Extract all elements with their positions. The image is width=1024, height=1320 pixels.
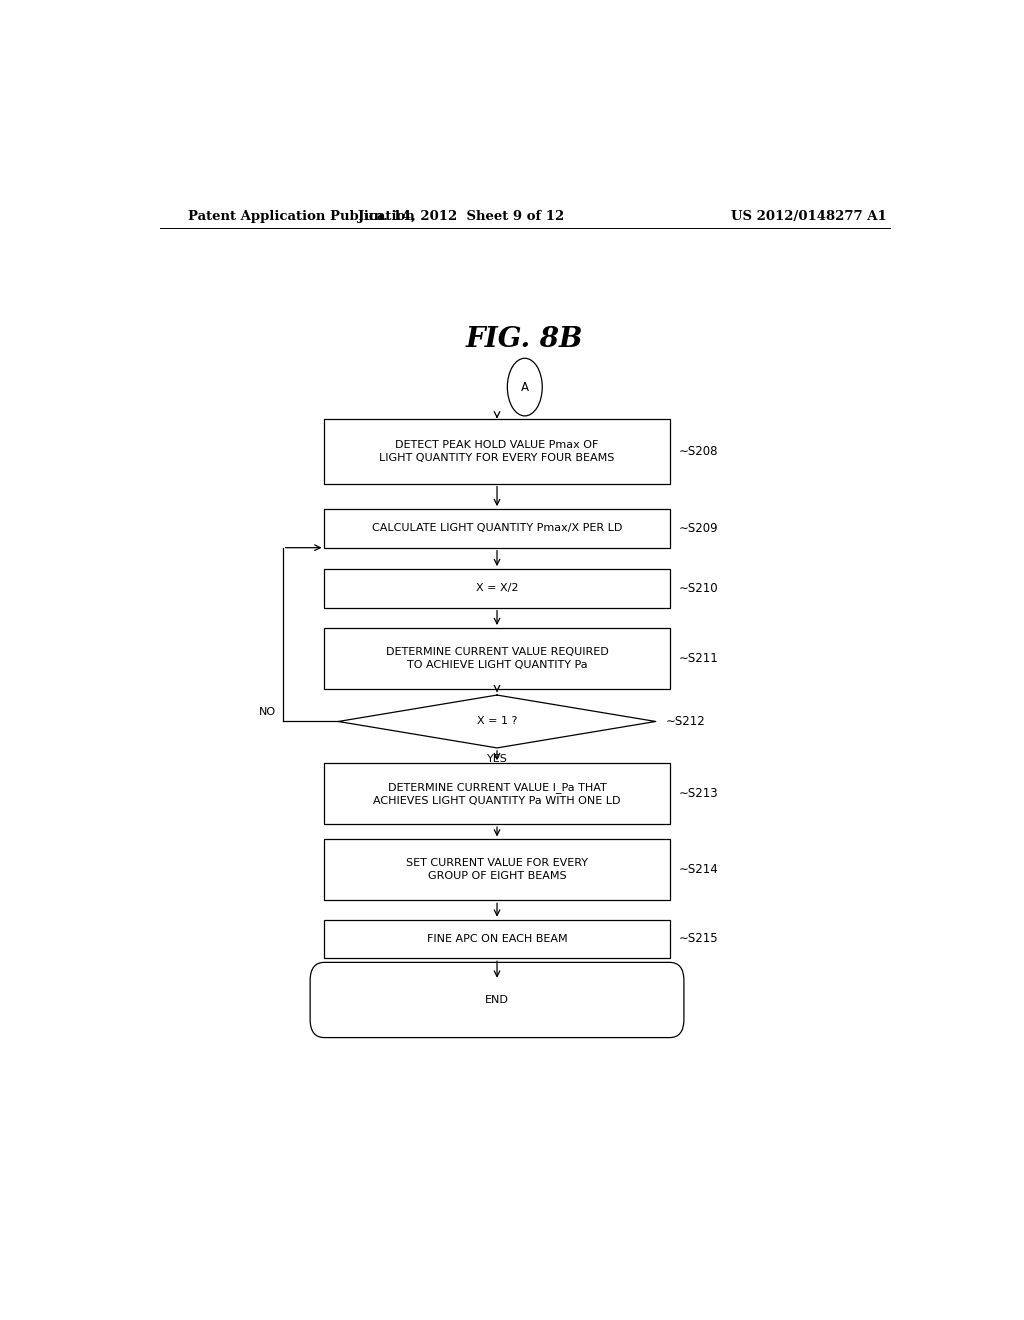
Text: DETERMINE CURRENT VALUE I_Pa THAT
ACHIEVES LIGHT QUANTITY Pa WITH ONE LD: DETERMINE CURRENT VALUE I_Pa THAT ACHIEV… <box>374 781 621 805</box>
Text: ∼S211: ∼S211 <box>679 652 719 665</box>
Text: SET CURRENT VALUE FOR EVERY
GROUP OF EIGHT BEAMS: SET CURRENT VALUE FOR EVERY GROUP OF EIG… <box>407 858 588 882</box>
Text: DETECT PEAK HOLD VALUE Pmax OF
LIGHT QUANTITY FOR EVERY FOUR BEAMS: DETECT PEAK HOLD VALUE Pmax OF LIGHT QUA… <box>379 440 614 463</box>
Text: ∼S210: ∼S210 <box>679 582 719 595</box>
FancyBboxPatch shape <box>310 962 684 1038</box>
FancyBboxPatch shape <box>325 763 670 824</box>
Text: FIG. 8B: FIG. 8B <box>466 326 584 352</box>
Text: X = X/2: X = X/2 <box>476 583 518 593</box>
FancyBboxPatch shape <box>325 418 670 483</box>
Text: ∼S209: ∼S209 <box>679 521 719 535</box>
Text: ∼S208: ∼S208 <box>679 445 719 458</box>
Text: YES: YES <box>486 754 508 764</box>
Text: DETERMINE CURRENT VALUE REQUIRED
TO ACHIEVE LIGHT QUANTITY Pa: DETERMINE CURRENT VALUE REQUIRED TO ACHI… <box>386 647 608 671</box>
Text: Jun. 14, 2012  Sheet 9 of 12: Jun. 14, 2012 Sheet 9 of 12 <box>358 210 564 223</box>
Text: X = 1 ?: X = 1 ? <box>477 717 517 726</box>
Ellipse shape <box>507 358 543 416</box>
Text: ∼S214: ∼S214 <box>679 863 719 876</box>
Text: FINE APC ON EACH BEAM: FINE APC ON EACH BEAM <box>427 935 567 944</box>
FancyBboxPatch shape <box>325 569 670 607</box>
Text: ∼S215: ∼S215 <box>679 932 719 945</box>
Polygon shape <box>338 696 655 748</box>
Text: CALCULATE LIGHT QUANTITY Pmax/X PER LD: CALCULATE LIGHT QUANTITY Pmax/X PER LD <box>372 523 623 533</box>
Text: END: END <box>485 995 509 1005</box>
Text: NO: NO <box>259 708 276 718</box>
Text: A: A <box>521 380 528 393</box>
FancyBboxPatch shape <box>325 920 670 958</box>
Text: ∼S213: ∼S213 <box>679 787 719 800</box>
FancyBboxPatch shape <box>325 628 670 689</box>
Text: Patent Application Publication: Patent Application Publication <box>187 210 415 223</box>
Text: ∼S212: ∼S212 <box>666 715 705 729</box>
FancyBboxPatch shape <box>325 840 670 900</box>
Text: US 2012/0148277 A1: US 2012/0148277 A1 <box>731 210 887 223</box>
FancyBboxPatch shape <box>325 510 670 548</box>
